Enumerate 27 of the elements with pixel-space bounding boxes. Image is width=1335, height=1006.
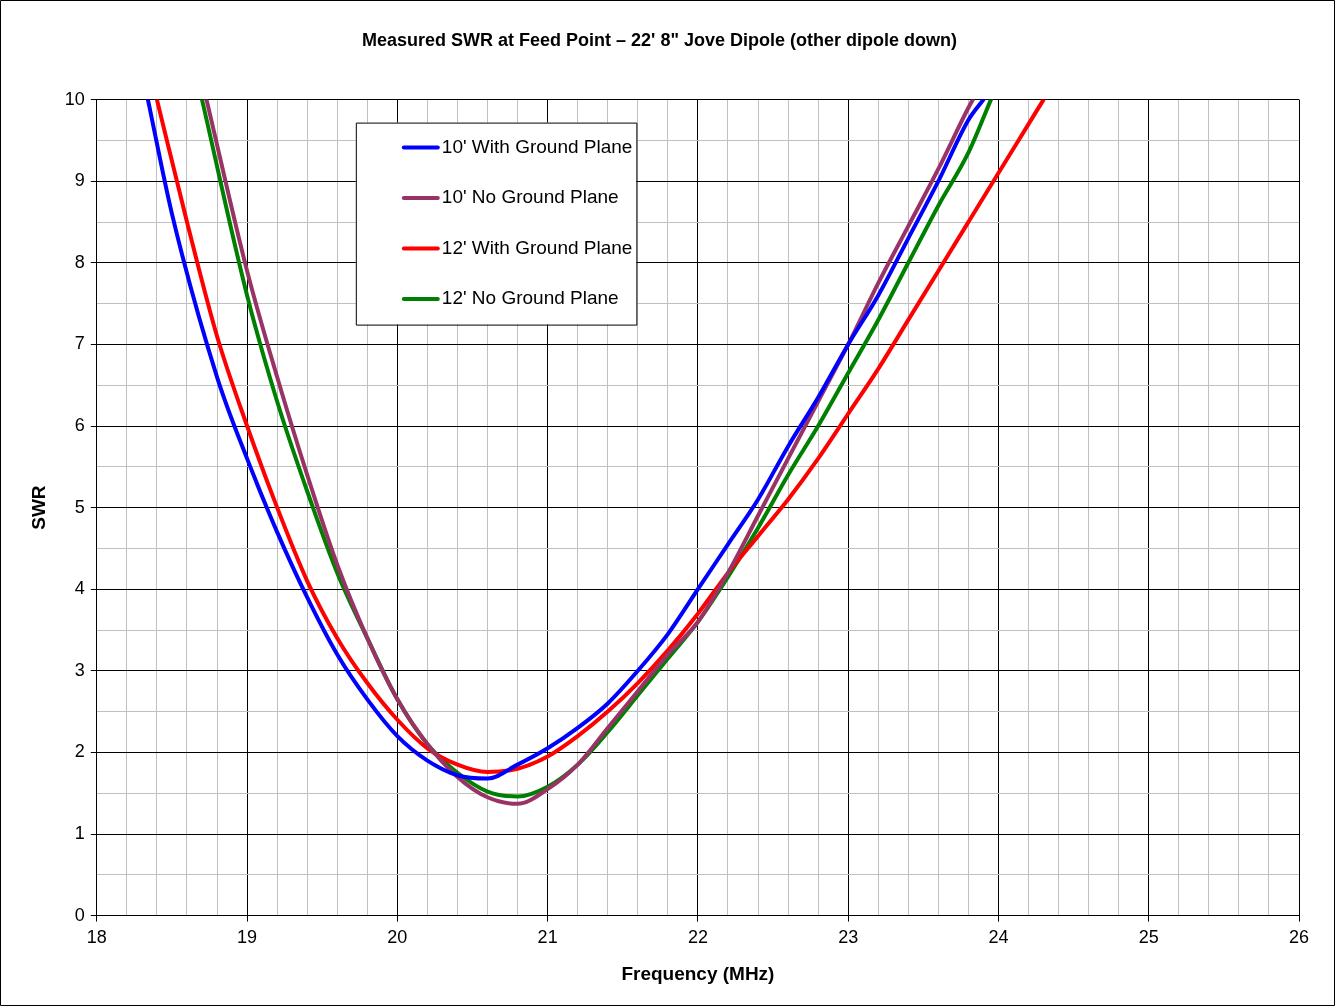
x-tick-label: 26: [1288, 927, 1310, 948]
x-tick-label: 18: [86, 927, 107, 948]
y-tick-label: 1: [74, 822, 85, 843]
y-tick-label: 7: [74, 333, 85, 354]
y-tick-label: 3: [74, 659, 85, 680]
x-axis-title: Frequency (MHz): [621, 962, 775, 984]
chart-title: Measured SWR at Feed Point – 22' 8" Jove Dipole (other dipole down): [362, 29, 957, 50]
x-tick-label: 21: [537, 927, 558, 948]
y-tick-label: 9: [74, 170, 85, 191]
legend-label: 12' No Ground Plane: [441, 287, 619, 309]
legend-label: 12' With Ground Plane: [441, 236, 633, 258]
x-tick-label: 23: [838, 927, 859, 948]
y-tick-label: 2: [74, 741, 85, 762]
x-tick-label: 19: [237, 927, 258, 948]
y-tick-label: 10: [64, 88, 85, 109]
y-axis-title: SWR: [27, 485, 49, 530]
legend-label: 10' No Ground Plane: [441, 186, 619, 208]
x-tick-label: 20: [387, 927, 408, 948]
legend-label: 10' With Ground Plane: [441, 135, 633, 157]
x-tick-label: 25: [1138, 927, 1159, 948]
x-tick-label: 24: [988, 927, 1009, 948]
y-tick-label: 8: [74, 251, 85, 272]
x-tick-label: 22: [687, 927, 708, 948]
y-tick-label: 4: [74, 578, 85, 599]
y-tick-label: 0: [74, 904, 85, 925]
y-tick-label: 5: [74, 496, 85, 517]
y-tick-label: 6: [74, 414, 85, 435]
